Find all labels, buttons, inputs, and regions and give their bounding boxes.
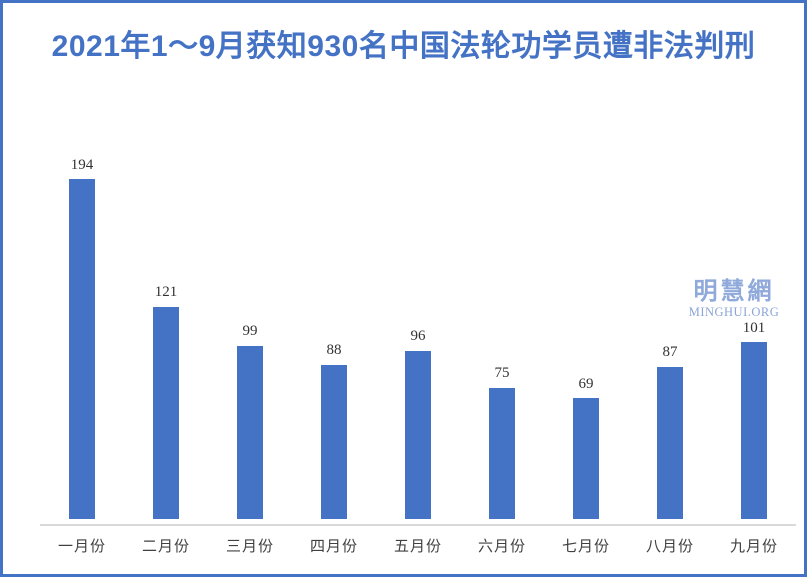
- bar-value-label: 194: [70, 156, 94, 173]
- bar-june: [489, 387, 515, 519]
- bar-group: 99: [208, 99, 292, 519]
- bar-group: 96: [376, 99, 460, 519]
- bar-value-label: 96: [410, 328, 426, 345]
- x-axis-label-february: 二月份: [141, 539, 190, 555]
- bar-january: [69, 179, 95, 519]
- x-axis-label-january: 一月份: [57, 539, 106, 555]
- bar-group: 194: [40, 99, 124, 519]
- bar-august: [657, 366, 683, 519]
- x-axis-label-august: 八月份: [645, 539, 694, 555]
- bar-value-label: 121: [154, 284, 178, 301]
- bar-group: 121: [124, 99, 208, 519]
- x-axis-label-march: 三月份: [225, 539, 274, 555]
- bar-group: 69: [544, 99, 628, 519]
- bar-value-label: 87: [662, 344, 678, 360]
- x-axis-labels: 一月份 二月份 三月份 四月份 五月份 六月份 七月份 八月份 九月份: [40, 535, 796, 556]
- x-axis-label-may: 五月份: [393, 539, 442, 555]
- watermark-cjk-text: 明慧網: [693, 278, 775, 305]
- bar-group: 75: [460, 99, 544, 519]
- bar-value-label: 88: [326, 342, 342, 359]
- x-axis-label-september: 九月份: [729, 539, 778, 555]
- bar-september: [741, 342, 767, 519]
- bar-value-label: 101: [742, 319, 766, 336]
- bar-value-label: 75: [494, 365, 510, 382]
- x-axis-label-july: 七月份: [561, 539, 610, 555]
- bar-group: 101: [712, 99, 796, 519]
- plot-area: 194 121 99 88 96 75 69 87: [40, 99, 796, 519]
- minghui-watermark: 明慧網 MINGHUI.ORG: [674, 279, 794, 319]
- bar-group: 87: [628, 99, 712, 519]
- bar-february: [153, 306, 179, 519]
- bar-may: [405, 350, 431, 519]
- x-axis-line: [40, 524, 796, 526]
- bar-march: [237, 345, 263, 519]
- bar-group: 88: [292, 99, 376, 519]
- x-axis-label-june: 六月份: [477, 539, 526, 555]
- bar-april: [321, 364, 347, 519]
- chart-title: 2021年1～9月获知930名中国法轮功学员遭非法判刑: [51, 30, 756, 63]
- x-axis-label-april: 四月份: [309, 539, 358, 555]
- bar-value-label: 69: [578, 375, 594, 392]
- bar-july: [573, 398, 599, 519]
- watermark-url-text: MINGHUI.ORG: [688, 305, 780, 320]
- bar-value-label: 99: [242, 323, 258, 339]
